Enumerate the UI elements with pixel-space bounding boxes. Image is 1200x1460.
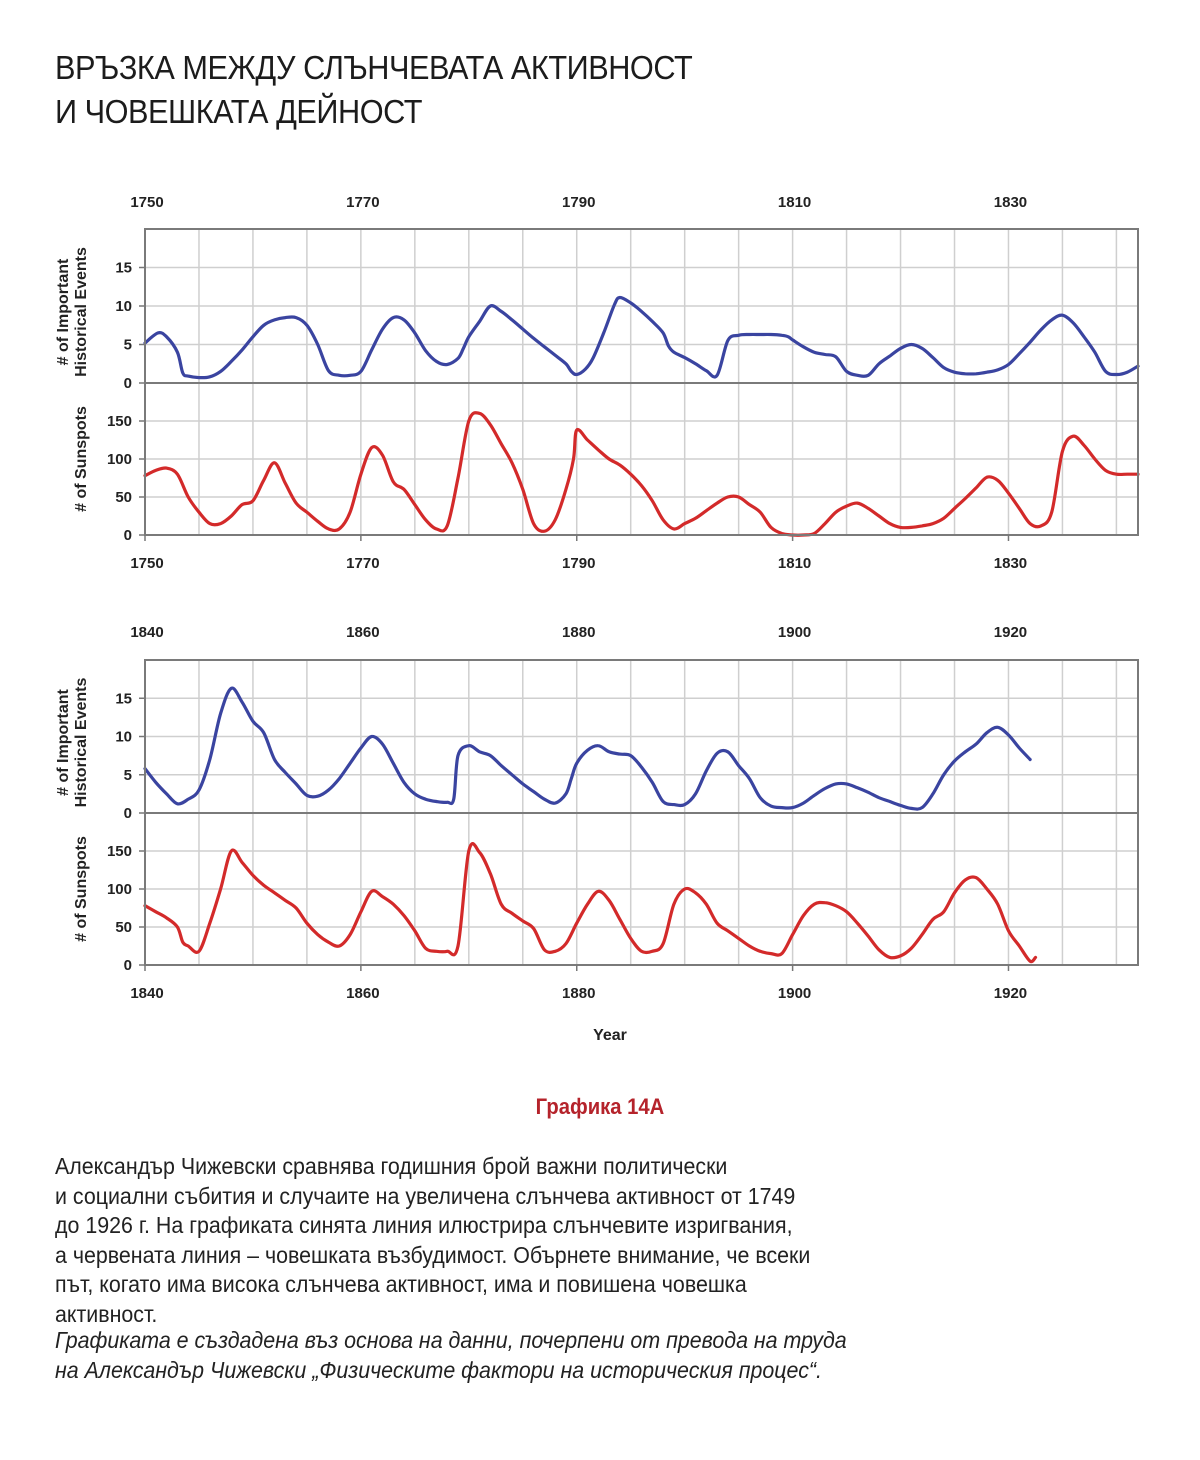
y-axis-title: # of Important — [55, 258, 72, 365]
x-tick-label-bottom: 1920 — [994, 985, 1027, 1002]
x-tick-label-top: 1900 — [778, 624, 811, 641]
y-tick-label: 5 — [124, 767, 132, 784]
x-tick-label-bottom: 1770 — [346, 555, 379, 572]
events-line — [143, 295, 1140, 380]
body-line: до 1926 г. На графиката синята линия илю… — [55, 1212, 793, 1238]
body-line: път, когато има висока слънчева активнос… — [55, 1271, 747, 1297]
x-tick-label-top: 1770 — [346, 194, 379, 211]
body-paragraph: Александър Чижевски сравнява годишния бр… — [55, 1152, 1078, 1329]
x-tick-label-bottom: 1840 — [130, 985, 163, 1002]
y-tick-label: 10 — [115, 298, 132, 315]
y-axis-title: # of Sunspots — [73, 406, 90, 512]
source-note: Графиката е създадена въз основа на данн… — [55, 1326, 1078, 1385]
y-axis-title: Historical Events — [73, 677, 90, 807]
y-tick-label: 100 — [107, 881, 132, 898]
x-tick-label-top: 1860 — [346, 624, 379, 641]
x-tick-label-bottom: 1810 — [778, 555, 811, 572]
y-tick-label: 10 — [115, 729, 132, 746]
body-line: активност. — [55, 1300, 158, 1327]
x-tick-label-bottom: 1900 — [778, 985, 811, 1002]
body-line: Александър Чижевски сравнява годишния бр… — [55, 1153, 728, 1179]
x-axis-title: Year — [593, 1027, 627, 1044]
y-tick-label: 5 — [124, 337, 132, 354]
y-tick-label: 0 — [124, 957, 132, 974]
chart-2: 0 5 10 15 # of Important Historical Events 0 50… — [55, 624, 1139, 1044]
body-line: а червената линия – човешката възбудимос… — [55, 1241, 811, 1268]
y-axis-title: # of Important — [55, 689, 72, 796]
y-tick-label: 50 — [115, 919, 132, 936]
note-line: Графиката е създадена въз основа на данн… — [55, 1327, 847, 1353]
title-line-1: ВРЪЗКА МЕЖДУ СЛЪНЧЕВАТА АКТИВНОСТ — [55, 49, 693, 86]
x-tick-label-bottom: 1880 — [562, 985, 595, 1002]
plot-frame — [144, 659, 1139, 966]
y-tick-label: 0 — [124, 527, 132, 544]
y-axis-title: Historical Events — [73, 247, 90, 377]
events-line — [143, 686, 1032, 811]
x-tick-label-top: 1750 — [130, 194, 163, 211]
x-tick-label-top: 1810 — [778, 194, 811, 211]
note-line: на Александър Чижевски „Физическите факт… — [55, 1356, 822, 1383]
y-tick-label: 150 — [107, 843, 132, 860]
y-tick-label: 15 — [115, 690, 132, 707]
x-tick-label-top: 1840 — [130, 624, 163, 641]
y-axis-title: # of Sunspots — [73, 836, 90, 942]
sunspots-line — [143, 842, 1038, 964]
y-tick-label: 0 — [124, 805, 132, 822]
plot-frame — [144, 228, 1139, 536]
figure-caption: Графика 14А — [535, 1094, 665, 1119]
y-tick-label: 15 — [115, 260, 132, 277]
x-tick-label-bottom: 1750 — [130, 555, 163, 572]
x-tick-label-top: 1790 — [562, 194, 595, 211]
page-title: ВРЪЗКА МЕЖДУ СЛЪНЧЕВАТА АКТИВНОСТ И ЧОВЕ… — [55, 46, 693, 134]
x-tick-label-top: 1920 — [994, 624, 1027, 641]
chart-1: 0 5 10 15 # of Important Historical Events 0 50… — [55, 194, 1140, 572]
y-tick-label: 50 — [115, 489, 132, 506]
x-tick-label-top: 1880 — [562, 624, 595, 641]
body-line: и социални събития и случаите на увеличе… — [55, 1182, 796, 1209]
y-tick-label: 0 — [124, 375, 132, 392]
x-tick-label-bottom: 1830 — [994, 555, 1027, 572]
x-tick-label-bottom: 1790 — [562, 555, 595, 572]
title-line-2: И ЧОВЕШКАТА ДЕЙНОСТ — [55, 93, 423, 130]
x-tick-label-top: 1830 — [994, 194, 1027, 211]
y-tick-label: 100 — [107, 451, 132, 468]
sunspots-line — [143, 411, 1140, 537]
y-tick-label: 150 — [107, 413, 132, 430]
x-tick-label-bottom: 1860 — [346, 985, 379, 1002]
